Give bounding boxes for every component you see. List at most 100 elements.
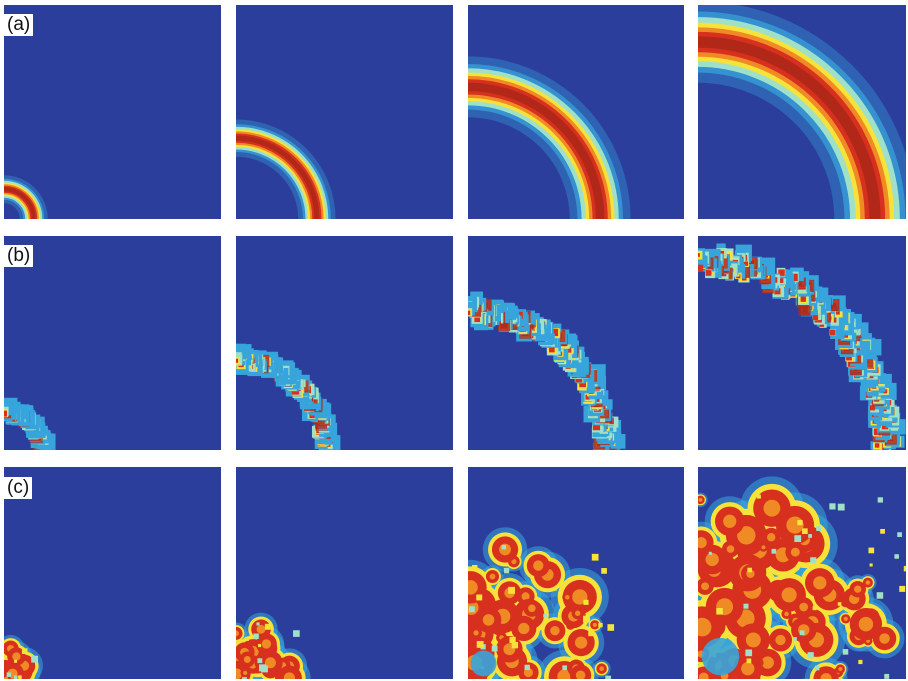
- cluster-speck: [716, 607, 723, 615]
- cluster-hole: [470, 650, 497, 677]
- cluster-speck: [508, 586, 515, 594]
- cluster-speck: [771, 548, 777, 554]
- front-cell: [592, 422, 601, 431]
- cluster-speck: [511, 641, 519, 649]
- panel-b-3-image: [468, 236, 684, 450]
- cluster-speck: [745, 649, 753, 657]
- panel-b-4: [698, 236, 906, 450]
- cluster-speck: [869, 563, 873, 567]
- panel-a-2: [236, 5, 453, 219]
- cluster-center: [701, 582, 709, 591]
- panel-background: [236, 5, 453, 219]
- cluster-center: [854, 585, 862, 593]
- cluster-hole: [701, 637, 740, 676]
- cluster-center: [565, 594, 570, 600]
- cluster-center: [521, 592, 530, 601]
- cluster-speck: [799, 630, 805, 636]
- cluster-center: [574, 610, 581, 616]
- cluster-speck: [598, 622, 603, 628]
- cluster-center: [737, 526, 756, 545]
- panel-b-1-image: [4, 236, 221, 450]
- cluster-center: [12, 652, 21, 661]
- cluster-center: [533, 560, 544, 571]
- front-cell: [549, 346, 555, 353]
- panel-b-3: [468, 236, 684, 450]
- cluster-center: [468, 580, 478, 595]
- cluster-speck: [509, 636, 516, 644]
- cluster-speck: [261, 665, 268, 673]
- cluster-speck: [807, 652, 814, 659]
- cluster-core: [813, 666, 839, 679]
- cluster-center: [523, 667, 534, 678]
- front-cell: [698, 264, 704, 273]
- cluster-center: [781, 587, 797, 603]
- cluster-speck: [242, 677, 247, 679]
- panel-b-4-image: [698, 236, 906, 450]
- cluster-speck: [756, 494, 761, 499]
- panel-a-3-image: [468, 5, 684, 219]
- panel-background: [236, 236, 453, 450]
- panel-c-3-image: [468, 467, 684, 679]
- cluster-center: [741, 662, 755, 676]
- front-cell: [468, 310, 471, 316]
- cluster-center: [256, 624, 266, 634]
- front-cell: [829, 329, 836, 336]
- cluster-center: [575, 670, 586, 679]
- cluster-center: [784, 611, 789, 617]
- cluster-center: [790, 547, 800, 557]
- cluster-speck: [524, 664, 530, 671]
- cluster-speck: [797, 520, 803, 526]
- front-cell: [705, 270, 712, 276]
- panel-c-4: [698, 467, 906, 679]
- cluster-center: [557, 669, 572, 679]
- front-cell: [474, 316, 481, 323]
- front-cell: [875, 373, 887, 385]
- cluster-speck: [793, 637, 797, 641]
- cluster-speck: [842, 649, 849, 655]
- cluster-speck: [899, 585, 906, 592]
- front-cell: [869, 405, 876, 411]
- cluster-speck: [257, 658, 263, 664]
- cluster-speck: [543, 613, 547, 618]
- cluster-speck: [293, 630, 300, 637]
- front-cell: [835, 310, 840, 315]
- cluster-center: [843, 616, 848, 621]
- cluster-speck: [491, 645, 498, 652]
- cluster-center: [726, 545, 735, 553]
- cluster-speck: [876, 592, 884, 599]
- cluster-speck: [583, 615, 590, 623]
- cluster-center: [243, 670, 248, 676]
- panel-a-4: [698, 5, 906, 219]
- cluster-center: [261, 639, 272, 649]
- cluster-speck: [6, 672, 12, 677]
- cluster-speck: [605, 675, 612, 679]
- cluster-core: [276, 665, 302, 679]
- panel-c-1: [4, 467, 221, 679]
- cluster-speck: [837, 503, 845, 511]
- cluster-center: [763, 499, 781, 517]
- front-cell: [594, 396, 600, 402]
- cluster-speck: [802, 528, 808, 534]
- cluster-speck: [708, 551, 712, 555]
- cluster-speck: [794, 535, 802, 543]
- cluster-center: [698, 537, 707, 549]
- cluster-center: [705, 552, 719, 567]
- cluster-center: [550, 626, 560, 636]
- panel-a-1-image: [4, 5, 221, 219]
- cluster-speck: [894, 554, 899, 559]
- cluster-speck: [877, 497, 883, 503]
- front-cell: [585, 394, 591, 400]
- panel-a-3: [468, 5, 684, 219]
- cluster-speck: [880, 528, 885, 534]
- panel-background: [4, 467, 221, 679]
- front-cell: [236, 358, 239, 363]
- cluster-speck: [472, 564, 478, 571]
- cluster-center: [236, 630, 239, 637]
- cluster-center: [761, 545, 766, 550]
- cluster-center: [518, 622, 530, 635]
- cluster-center: [243, 655, 251, 663]
- cluster-center: [799, 602, 809, 612]
- cluster-speck: [553, 587, 557, 591]
- cluster-center: [767, 533, 776, 542]
